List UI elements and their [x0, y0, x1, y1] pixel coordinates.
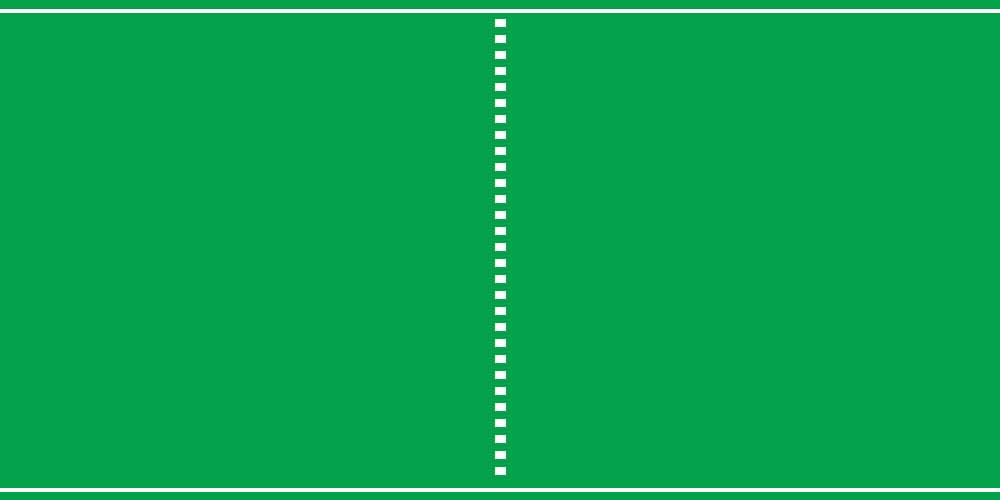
right-green-panel: [506, 14, 1000, 488]
bottom-white-boundary-line: [0, 488, 1000, 492]
left-green-panel: [0, 14, 495, 488]
top-white-boundary-line: [0, 9, 1000, 13]
center-dashed-divider: [495, 19, 506, 479]
